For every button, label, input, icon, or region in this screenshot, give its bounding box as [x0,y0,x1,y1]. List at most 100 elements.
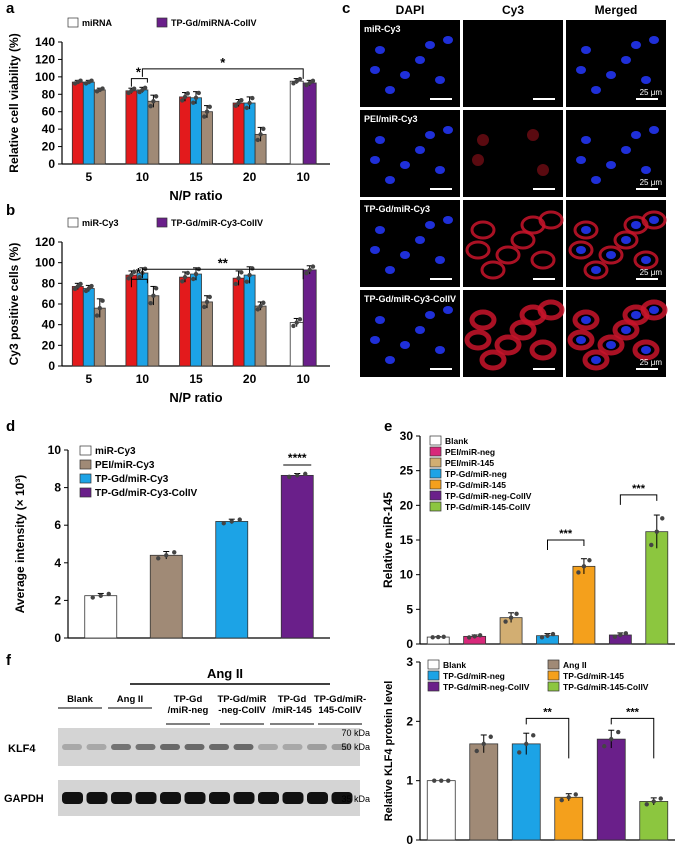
bar-TP-Gd/miR-145-ColIV [639,801,669,841]
y-axis-label: Cy3 positive cells (%) [7,243,21,366]
nucleus [631,131,641,139]
legend-swatch [429,490,442,501]
y-tick-label: 3 [406,655,413,669]
y-tick-label: 10 [400,568,414,582]
nucleus [649,126,659,134]
data-point [658,796,663,801]
data-point [291,323,296,329]
data-point [258,132,263,137]
nucleus [606,251,616,259]
legend-label: PEI/miR-Cy3 [95,460,155,471]
nucleus [649,36,659,44]
data-point [100,298,105,303]
data-point [550,631,556,637]
bar-TP/miRNA [71,81,84,165]
y-axis-label: Relative miR-145 [381,492,395,588]
nucleus [631,311,641,319]
band-klf4 [307,744,327,750]
data-point [191,100,196,105]
data-point [153,286,159,291]
data-point [247,272,252,278]
data-point [531,733,536,738]
band-klf4 [258,744,278,750]
data-point [151,293,156,298]
y-axis-label: Relative KLF4 protein level [383,681,395,822]
nucleus [591,86,601,94]
band-gapdh [307,792,328,804]
bar-TP-Gd/miRNA [136,89,149,165]
data-point [258,303,263,309]
data-point [651,799,656,804]
nucleus [641,76,651,84]
cell-cy3 [573,220,599,240]
data-point [304,82,309,88]
cell-cy3 [583,260,609,280]
data-point [660,516,665,521]
cell-cy3 [632,339,660,361]
sig-bracket [610,717,655,759]
y-tick-label: 6 [54,518,61,532]
band-gapdh [184,792,206,804]
data-point [180,279,185,284]
y-tick-label: 0 [406,833,413,847]
y-tick-label: 40 [42,318,56,332]
band-gapdh [282,792,304,804]
row-label: TP-Gd/miR-Cy3 [364,204,430,214]
lane-label: 145-ColIV [318,705,362,716]
cell-cy3 [582,349,610,371]
sig-label: * [136,65,142,80]
legend-swatch [156,17,168,28]
bar-TP-Gd/miRNA [190,97,202,165]
data-point [185,270,190,276]
cell-cy3 [480,260,506,280]
y-tick-label: 20 [400,498,414,512]
nucleus [591,176,601,184]
bar-TP/miR-Cy3 [232,277,245,367]
legend-label: TP-Gd/miR-145 [563,671,624,681]
row-label: PEI/miR-Cy3 [364,114,418,124]
y-axis-label: Average intensity (× 10³) [13,475,27,614]
bar-miR-Cy3 [84,595,118,639]
data-point [89,283,94,289]
marker-label: 70 kDa [341,728,370,738]
data-point [172,550,177,555]
cell-cy3 [472,154,484,166]
nucleus [443,306,453,314]
cell-cy3 [633,250,659,270]
bar-PEI/miR-Cy3 [254,305,267,367]
x-axis-label: N/P ratio [169,390,222,405]
data-point [142,85,148,91]
data-point [90,595,95,600]
data-point [156,556,161,561]
nucleus [435,166,445,174]
micrograph [360,110,460,197]
nucleus [641,166,651,174]
nucleus [435,346,445,354]
legend-label: miR-Cy3 [82,218,119,228]
legend-label: PEI/miR-145 [445,458,494,468]
data-point [294,79,299,84]
bar-TP-Gd/miR-neg [511,743,541,841]
panel-label-a: a [6,0,15,17]
data-point [310,264,316,269]
legend-label: TP-Gd/miRNA-ColIV [171,18,257,28]
y-tick-label: 0 [48,359,55,373]
legend-label: TP-Gd/miR-Cy3 [95,474,169,485]
data-point [261,126,266,131]
data-point [304,271,309,276]
nucleus [385,86,395,94]
x-tick-label: 10 [297,170,311,184]
data-point [612,634,618,639]
lane-label: TP-Gd [174,694,203,705]
legend-label: TP-Gd/miR-neg [443,671,505,681]
legend-label: PEI/miR-neg [445,447,495,457]
bar-Blank [426,780,456,841]
data-point [221,521,226,526]
nucleus [591,266,601,274]
data-point [180,98,185,103]
nucleus [400,341,410,349]
bar-TP/miR-Cy3 [179,276,191,367]
legend-swatch [429,446,442,457]
data-point [236,100,241,106]
data-point [196,90,201,96]
